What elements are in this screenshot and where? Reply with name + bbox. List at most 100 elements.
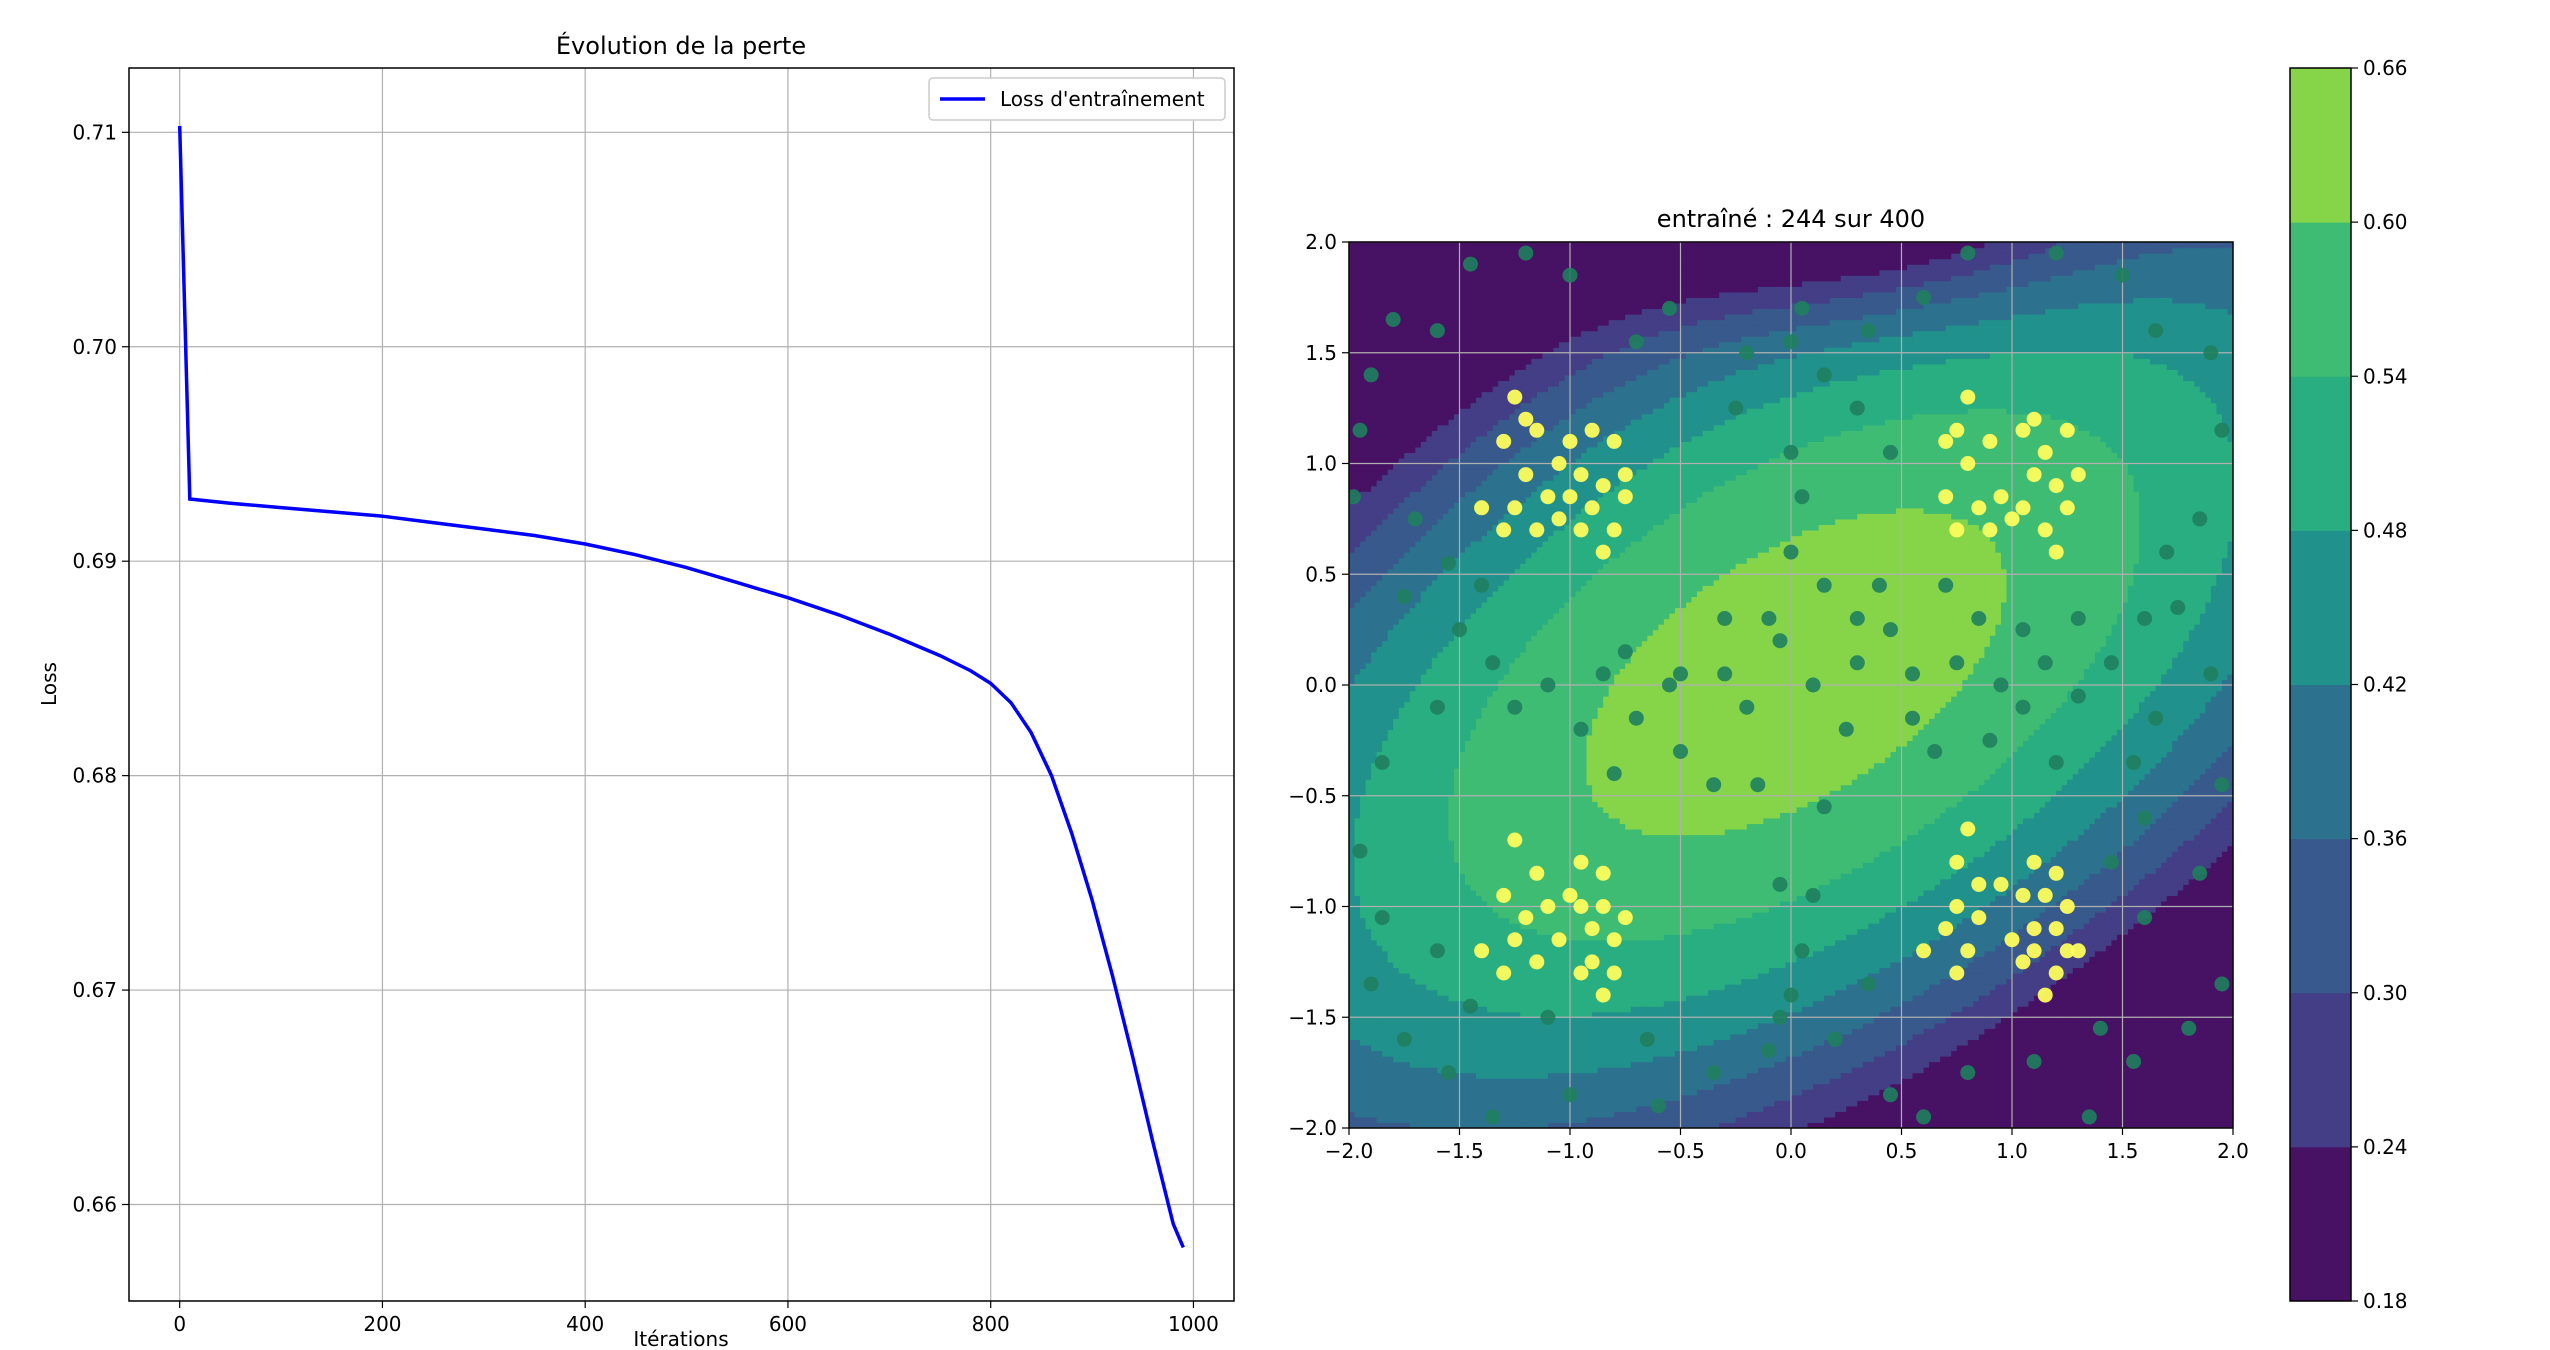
contour-cell (1492, 673, 1499, 681)
contour-cell (1465, 463, 1472, 470)
contour-cell (1514, 961, 1521, 969)
contour-cell (1365, 601, 1372, 609)
contour-cell (1476, 518, 1483, 526)
contour-cell (1404, 347, 1411, 354)
contour-cell (1453, 607, 1461, 614)
contour-cell (1387, 1089, 1394, 1096)
contour-cell (1431, 923, 1438, 930)
contour-cell (1492, 374, 1499, 382)
contour-cell (1465, 491, 1472, 498)
contour-cell (1498, 424, 1505, 431)
contour-cell (1393, 978, 1400, 985)
contour-cell (1393, 756, 1400, 764)
contour-cell (1376, 1017, 1383, 1024)
contour-cell (1514, 696, 1521, 703)
contour-cell (1476, 358, 1483, 365)
contour-cell (1404, 701, 1411, 708)
contour-cell (1393, 995, 1400, 1002)
contour-cell (1481, 374, 1488, 382)
contour-cell (1371, 646, 1378, 653)
contour-cell (1431, 1116, 1438, 1124)
contour-cell (1459, 668, 1466, 675)
contour-cell (1431, 1011, 1438, 1018)
contour-cell (1360, 518, 1367, 526)
contour-cell (1503, 275, 1510, 282)
contour-cell (1431, 917, 1438, 924)
contour-cell (1354, 302, 1361, 310)
contour-cell (1431, 336, 1438, 343)
contour-cell (1431, 817, 1438, 825)
contour-cell (1492, 640, 1499, 647)
contour-cell (1509, 1044, 1516, 1052)
contour-cell (1465, 363, 1472, 370)
contour-cell (1415, 784, 1422, 791)
contour-cell (1426, 524, 1433, 531)
contour-cell (1398, 1056, 1405, 1063)
contour-cell (1431, 939, 1438, 946)
contour-cell (1492, 1061, 1499, 1068)
contour-cell (1498, 806, 1505, 813)
contour-cell (1420, 391, 1427, 398)
contour-cell (1426, 696, 1433, 703)
contour-cell (1371, 1122, 1378, 1128)
contour-cell (1492, 945, 1499, 952)
contour-cell (1420, 1039, 1427, 1046)
contour-cell (1349, 845, 1356, 852)
contour-cell (1453, 585, 1461, 592)
contour-cell (1415, 751, 1422, 758)
contour-cell (1420, 507, 1427, 514)
contour-cell (1360, 989, 1367, 996)
contour-cell (1487, 397, 1494, 404)
contour-cell (1492, 912, 1499, 919)
contour-cell (1365, 823, 1372, 830)
contour-cell (1448, 690, 1455, 697)
contour-cell (1431, 286, 1438, 293)
contour-cell (1398, 662, 1405, 669)
contour-cell (1371, 790, 1378, 797)
contour-cell (1487, 912, 1494, 919)
contour-cell (1409, 1056, 1416, 1063)
contour-cell (1487, 784, 1494, 791)
contour-cell (1376, 430, 1383, 437)
contour-cell (1365, 563, 1372, 570)
contour-cell (1465, 1094, 1472, 1101)
contour-cell (1459, 928, 1466, 935)
contour-cell (1387, 385, 1394, 393)
contour-cell (1415, 768, 1422, 775)
contour-cell (1365, 1000, 1372, 1007)
contour-cell (1365, 446, 1372, 454)
contour-cell (1498, 280, 1505, 287)
contour-cell (1354, 856, 1361, 863)
contour-cell (1398, 817, 1405, 825)
contour-cell (1476, 613, 1483, 620)
contour-cell (1426, 247, 1433, 254)
contour-cell (1459, 828, 1466, 836)
contour-cell (1487, 978, 1494, 985)
contour-cell (1487, 762, 1494, 769)
contour-cell (1453, 507, 1461, 514)
contour-cell (1487, 579, 1494, 586)
contour-cell (1404, 662, 1411, 669)
contour-cell (1448, 1116, 1455, 1124)
contour-cell (1349, 463, 1356, 470)
contour-cell (1360, 729, 1367, 736)
contour-cell (1360, 1067, 1367, 1074)
contour-cell (1349, 413, 1356, 420)
contour-cell (1420, 984, 1427, 991)
contour-cell (1371, 1044, 1378, 1052)
contour-cell (1514, 624, 1521, 631)
contour-cell (1349, 651, 1356, 658)
contour-cell (1354, 712, 1361, 719)
contour-cell (1476, 1061, 1483, 1068)
contour-cell (1387, 457, 1394, 465)
contour-cell (1487, 989, 1494, 996)
contour-cell (1481, 762, 1488, 769)
contour-cell (1442, 867, 1450, 874)
contour-cell (1498, 408, 1505, 415)
contour-cell (1371, 873, 1378, 880)
contour-cell (1387, 934, 1394, 941)
contour-cell (1382, 341, 1389, 348)
contour-cell (1393, 424, 1400, 431)
contour-cell (1470, 463, 1477, 470)
contour-cell (1371, 900, 1378, 908)
